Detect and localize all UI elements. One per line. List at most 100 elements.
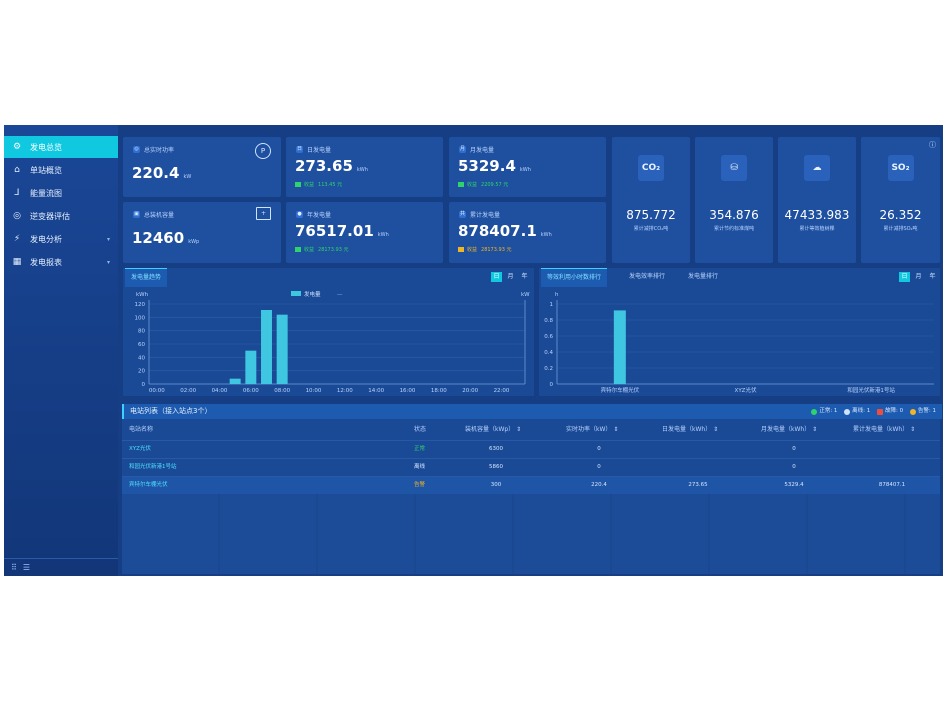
status-dot (909, 408, 916, 415)
sidebar-item-analysis[interactable]: ⚡ 发电分析 ▾ (4, 228, 118, 250)
bar-08:00 (276, 314, 288, 384)
env-card-trees: ☁ 47433.983 累计等效植树棵 (778, 137, 856, 263)
station-table: 电站列表（接入站点3个） 正常: 1 离线: 1 故障: 0 告警: 1 电站名… (122, 404, 942, 574)
gear-icon: ⚙ (12, 142, 22, 152)
table-row[interactable]: XYZ光伏 正常 6300 0 0 (122, 440, 940, 458)
col-header-capacity[interactable]: 装机容量（kWp） ⇕ (465, 426, 522, 433)
bar-05:00 (229, 378, 241, 384)
tab-efficiency[interactable]: 发电效率排行 (629, 273, 666, 280)
card-month-energy: 月月发电量 5329.4 kWh 收益 2209.57 元 (449, 137, 606, 197)
trend-chart-panel: 发电量趋势 日 月 年 kWh kW 发电量 — 0 20 40 60 80 100 120 00:0… (123, 268, 534, 396)
sidebar-item-report[interactable]: ▦ 发电报表 ▾ (4, 251, 118, 273)
x-tick-label: 12:00 (337, 388, 353, 394)
y-tick-label: 0.6 (544, 334, 553, 340)
period-day[interactable]: 日 (899, 272, 910, 282)
period-year[interactable]: 年 (929, 273, 936, 280)
report-icon: ▦ (12, 257, 22, 267)
col-header-month[interactable]: 月发电量（kWh） ⇕ (761, 426, 818, 433)
col-header-status: 状态 (414, 426, 427, 433)
sidebar-item-label: 发电报表 (30, 257, 62, 267)
status-legend: 正常: 1 离线: 1 故障: 0 告警: 1 (806, 404, 936, 422)
sidebar-item-label: 逆变器评估 (30, 211, 70, 221)
x-tick-label: 00:00 (149, 388, 165, 394)
env-label: 累计减排SO₂吨 (883, 226, 918, 232)
energy-trend-chart: kWh kW 发电量 — 0 20 40 60 80 100 120 00:00 02:00 04:00 0… (135, 290, 531, 394)
legend-swatch (291, 291, 301, 296)
x-tick-label: 14:00 (368, 388, 384, 394)
card-realtime-power: ◎ 总实时功率 P 220.4 kW (123, 137, 281, 197)
tab-equivalent-hours[interactable]: 等效利用小时数排行 (541, 268, 608, 287)
earn-icon (458, 182, 464, 187)
table-row[interactable]: 和园光伏新港1号站 离线 5860 0 0 (122, 458, 940, 476)
card-value: 76517.01 kWh (295, 222, 389, 240)
calendar-icon: + (256, 207, 271, 220)
env-value: 875.772 (626, 208, 676, 222)
coal-icon: ⛁ (721, 155, 747, 181)
earnings: 收益 28173.93 元 (295, 246, 348, 253)
legend-label: 发电量 (304, 290, 321, 298)
home-icon: ⌂ (14, 165, 20, 175)
card-value: 12460 kWp (132, 229, 200, 247)
col-header-power[interactable]: 实时功率（kW） ⇕ (566, 426, 619, 433)
sidebar-item-inverter[interactable]: ◎ 逆变器评估 (4, 205, 118, 227)
env-value: 47433.983 (784, 208, 850, 222)
status-dot (811, 408, 818, 415)
power-icon: ◎ (133, 146, 140, 153)
tree-cloud-icon: ☁ (804, 155, 830, 181)
legend-normal: 正常: 1 (811, 404, 837, 419)
period-year[interactable]: 年 (521, 273, 528, 280)
card-title: 总实时功率 (144, 147, 175, 154)
y-tick-label: 60 (138, 342, 145, 348)
card-total-energy: 共累计发电量 878407.1 kWh 收益 28173.93 元 (449, 202, 606, 263)
ranking-chart-panel: 等效利用小时数排行 发电效率排行 发电量排行 日 月 年 h 0 0.2 0.4 0.6… (539, 268, 940, 396)
tab-energy-rank[interactable]: 发电量排行 (688, 273, 719, 280)
col-header-total[interactable]: 累计发电量（kWh） ⇕ (853, 426, 916, 433)
y-axis-label: kWh (136, 292, 149, 298)
env-label: 累计等效植树棵 (799, 226, 835, 232)
info-icon[interactable]: ⓘ (929, 141, 936, 149)
earnings: 收益 28173.93 元 (458, 246, 511, 253)
col-header-day[interactable]: 日发电量（kWh） ⇕ (662, 426, 719, 433)
card-value: 5329.4 kWh (458, 157, 531, 175)
grid-icon[interactable]: ⠿ (11, 563, 17, 572)
tab-energy-trend[interactable]: 发电量趋势 (125, 268, 168, 287)
sidebar-item-overview[interactable]: ⚙ 发电总览 (4, 136, 118, 158)
chevron-down-icon: ▾ (106, 235, 110, 243)
sidebar: ⚙ 发电总览 ⌂ 单站概览 ⅃ 能量流图 ◎ 逆变器评估 ⚡ 发电分析 ▾ ▦ … (4, 125, 118, 576)
bar-06:00 (245, 350, 257, 384)
chevron-down-icon: ▾ (106, 258, 110, 266)
card-value: 220.4 kW (132, 164, 192, 182)
env-label: 累计减排CO₂吨 (633, 226, 669, 232)
y-tick-label: 0 (142, 382, 146, 388)
sidebar-item-energy-flow[interactable]: ⅃ 能量流图 (4, 182, 118, 204)
so2-icon: SO₂ (887, 155, 914, 181)
menu-collapse-icon[interactable]: ☰ (22, 563, 31, 572)
card-title: 总装机容量 (144, 212, 175, 219)
x-tick-label: 08:00 (274, 388, 290, 394)
status-dot (844, 408, 851, 415)
x-tick-label: 06:00 (243, 388, 259, 394)
flow-icon: ⅃ (14, 188, 20, 198)
y-tick-label: 0.4 (544, 350, 553, 356)
period-month[interactable]: 月 (507, 273, 514, 280)
total-icon: 共 (459, 211, 466, 218)
sidebar-footer: ⠿ ☰ (4, 558, 118, 576)
period-month[interactable]: 月 (915, 273, 922, 280)
sidebar-item-station[interactable]: ⌂ 单站概览 (4, 159, 118, 181)
y-tick-label: 0.2 (544, 366, 553, 372)
card-day-energy: 日日发电量 273.65 kWh 收益 113.45 元 (286, 137, 443, 197)
y-tick-label: 0.8 (544, 318, 553, 324)
col-header-name: 电站名称 (129, 426, 154, 433)
table-row[interactable]: 宾特尔车棚光伏 告警 300 220.4 273.65 5329.4 87840… (122, 476, 940, 494)
x-tick-label: 04:00 (212, 388, 228, 394)
y-tick-label: 0 (550, 382, 554, 388)
y-tick-label: 100 (135, 315, 146, 321)
month-icon: 月 (459, 146, 466, 153)
y-tick-label: 1 (550, 302, 554, 308)
inverter-icon: ◎ (13, 211, 21, 221)
env-card-so2: ⓘ SO₂ 26.352 累计减排SO₂吨 (861, 137, 940, 263)
period-day[interactable]: 日 (491, 272, 502, 282)
equivalent-hours-chart: h 0 0.2 0.4 0.6 0.8 1 宾特尔车棚光伏 XYZ光伏 和园光伏新港1号站 (544, 292, 934, 394)
env-value: 354.876 (709, 208, 759, 222)
card-installed-capacity: ▣ 总装机容量 + 12460 kWp (123, 202, 281, 263)
